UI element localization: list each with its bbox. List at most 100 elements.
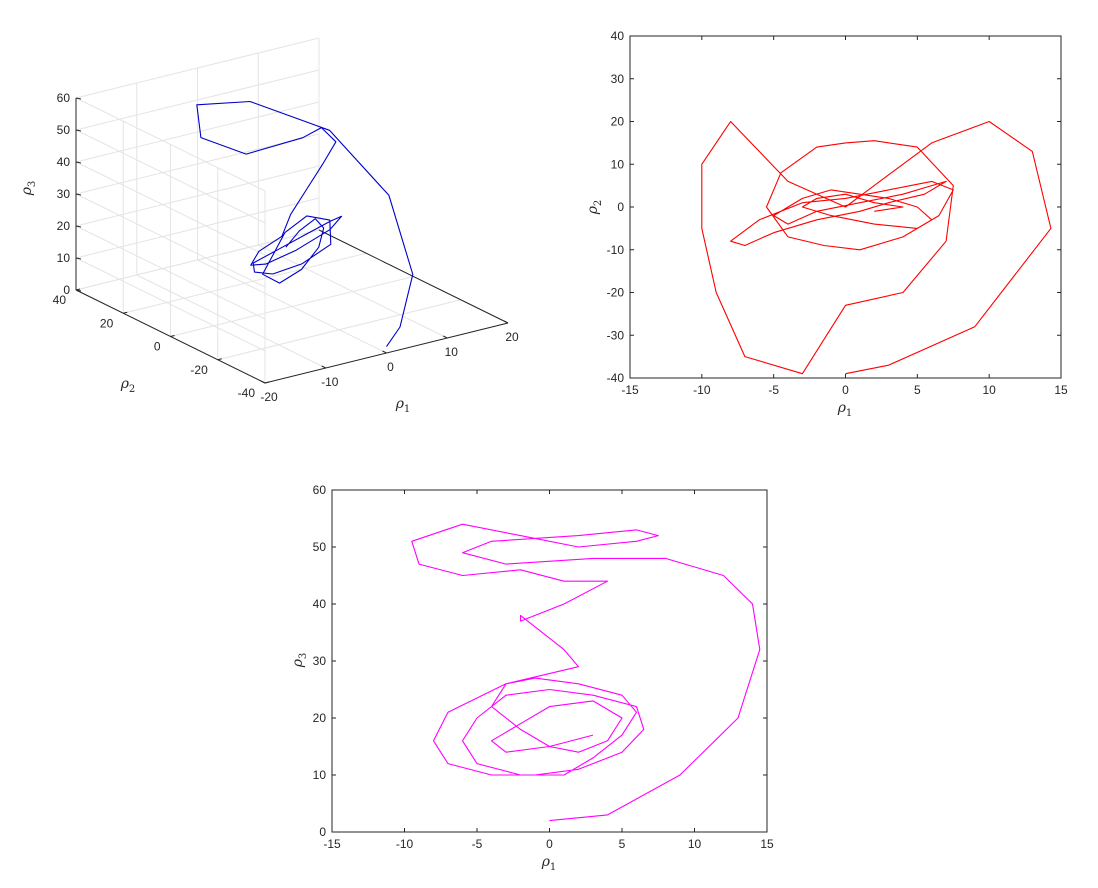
y-axis-line xyxy=(318,229,509,324)
ytick-label: 30 xyxy=(611,72,625,86)
series-line xyxy=(411,523,761,822)
ytick-label: 40 xyxy=(611,29,625,43)
plot-3-ticks: -15 -10 -5 0 5 10 15 0 10 20 30 40 50 60 xyxy=(313,483,774,851)
xtick-mark xyxy=(382,350,387,354)
xtick-label: 0 xyxy=(546,837,553,851)
plot-2-xlabel: ρ1 xyxy=(837,400,853,419)
grid-line xyxy=(75,133,320,195)
ztick-mark xyxy=(75,97,82,100)
xtick-mark xyxy=(503,320,509,324)
xtick-label: -5 xyxy=(768,383,779,397)
xtick-label: -5 xyxy=(472,837,483,851)
ytick-label: 20 xyxy=(313,711,327,725)
xtick-label: -20 xyxy=(260,390,278,404)
ytick-label: -30 xyxy=(607,328,625,342)
ytick-mark xyxy=(264,381,270,384)
ytick-label: 0 xyxy=(154,340,161,354)
xtick-label: -10 xyxy=(693,383,711,397)
xtick-label: 15 xyxy=(760,837,774,851)
grid-line xyxy=(217,299,461,361)
plot-3d-ylabel: ρ2 xyxy=(120,376,136,395)
series-line xyxy=(196,100,414,347)
plot-3d-xlabel: ρ1 xyxy=(395,396,411,415)
ytick-label: 30 xyxy=(313,654,327,668)
xtick-label: 20 xyxy=(505,330,519,344)
plot-3d-zlabel: ρ3 xyxy=(19,181,38,197)
xtick-mark xyxy=(443,335,448,339)
plot-2-line-group xyxy=(701,120,1052,375)
xtick-label: 0 xyxy=(842,383,849,397)
grid-line xyxy=(75,129,266,224)
plot-3-line-group xyxy=(411,523,761,822)
plot-rho1-rho3: -15 -10 -5 0 5 10 15 0 10 20 30 40 50 60 ρ1 ρ3 xyxy=(290,483,774,873)
ytick-label: 20 xyxy=(611,115,625,129)
plot-rho1-rho2: -15 -10 -5 0 5 10 15 -40 -30 -20 -10 0 10 20 30 40 ρ1 ρ… xyxy=(585,29,1068,419)
ytick-label: 60 xyxy=(313,483,327,497)
ztick-label: 10 xyxy=(57,251,71,265)
ztick-mark xyxy=(75,193,82,196)
xtick-label: 10 xyxy=(688,837,702,851)
ztick-mark xyxy=(75,257,82,260)
xtick-label: -15 xyxy=(323,837,341,851)
ztick-label: 20 xyxy=(57,219,71,233)
ytick-label: 40 xyxy=(313,597,327,611)
grid-line xyxy=(75,257,266,352)
xtick-mark xyxy=(321,365,326,369)
xtick-label: -15 xyxy=(621,383,639,397)
ztick-label: 40 xyxy=(57,155,71,169)
ytick-label: -40 xyxy=(607,371,625,385)
xtick-label: 0 xyxy=(387,360,394,374)
plot-3-xlabel: ρ1 xyxy=(541,854,557,873)
ytick-label: 0 xyxy=(319,825,326,839)
ytick-label: 0 xyxy=(617,200,624,214)
grid-line xyxy=(75,197,320,259)
ytick-label: 50 xyxy=(313,540,327,554)
grid-line xyxy=(75,97,266,192)
xtick-label: 5 xyxy=(619,837,626,851)
ztick-mark xyxy=(75,161,82,164)
ytick-label: 10 xyxy=(611,157,625,171)
xtick-label: 10 xyxy=(445,345,459,359)
ytick-label: -20 xyxy=(607,286,625,300)
ytick-label: 10 xyxy=(313,768,327,782)
ytick-label: -20 xyxy=(190,363,208,377)
ztick-mark xyxy=(75,129,82,132)
grid-line xyxy=(170,276,414,337)
grid-line xyxy=(75,165,320,227)
grid-line xyxy=(75,37,320,99)
ztick-mark xyxy=(75,289,82,292)
ytick-label: -10 xyxy=(607,243,625,257)
ztick-mark xyxy=(75,225,82,228)
grid-line xyxy=(75,229,320,291)
series-line xyxy=(701,120,1052,375)
xtick-mark xyxy=(260,380,266,384)
plot-3d-grid xyxy=(75,37,509,384)
ytick-mark xyxy=(170,335,175,337)
ztick-label: 50 xyxy=(57,123,71,137)
ytick-label: 20 xyxy=(100,316,114,330)
xtick-label: -10 xyxy=(396,837,414,851)
xtick-label: 10 xyxy=(982,383,996,397)
ztick-label: 60 xyxy=(57,91,71,105)
xtick-label: -10 xyxy=(321,375,339,389)
plot-3d-line-group xyxy=(196,100,414,347)
grid-line xyxy=(75,161,266,256)
ytick-label: -40 xyxy=(238,386,256,400)
ytick-mark xyxy=(123,311,128,314)
xtick-label: 15 xyxy=(1054,383,1068,397)
ytick-mark xyxy=(217,358,222,361)
grid-line xyxy=(123,252,367,314)
grid-line xyxy=(75,69,320,131)
plot-3-ylabel: ρ3 xyxy=(290,653,309,669)
grid-line xyxy=(75,225,266,320)
plot-2-ticks: -15 -10 -5 0 5 10 15 -40 -30 -20 -10 0 10 20 30 40 xyxy=(607,29,1068,397)
ztick-label: 0 xyxy=(63,283,70,297)
plot-2-ylabel: ρ2 xyxy=(585,200,604,216)
ztick-label: 30 xyxy=(57,187,71,201)
grid-line xyxy=(75,193,266,288)
xtick-label: 5 xyxy=(914,383,921,397)
ytick-label: 40 xyxy=(53,293,67,307)
